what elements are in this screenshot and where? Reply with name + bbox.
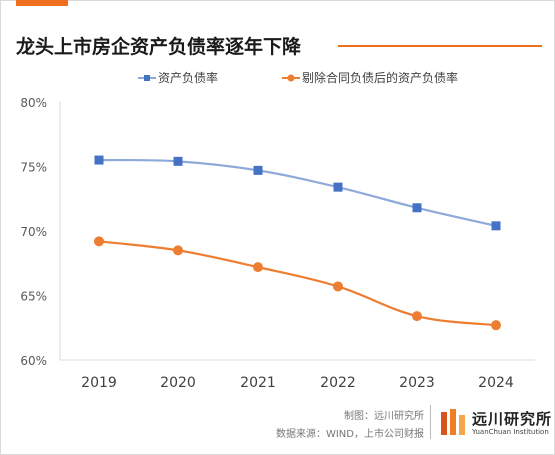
data-point (491, 320, 501, 331)
data-point (333, 281, 343, 292)
y-tick-label: 60% (20, 354, 47, 368)
y-tick-label: 70% (20, 225, 47, 239)
source-note: 数据来源：WIND，上市公司财报 (275, 429, 424, 440)
legend: 资产负债率 剔除合同负债后的资产负债率 (138, 70, 458, 85)
x-tick-label: 2024 (478, 375, 514, 391)
legend-marker (287, 74, 295, 82)
data-point (333, 182, 343, 192)
legend-marker (144, 75, 150, 81)
data-point (253, 262, 263, 273)
x-axis: 2019 2020 2021 2022 2023 2024 (60, 359, 535, 391)
data-point (173, 245, 183, 256)
x-tick-label: 2020 (160, 375, 196, 391)
x-tick-label: 2019 (81, 375, 117, 391)
y-axis: 60% 65% 70% 75% 80% (20, 96, 61, 368)
data-point (412, 311, 422, 322)
brand-logo-icon (441, 409, 467, 435)
data-point (491, 221, 501, 231)
legend-label: 剔除合同负债后的资产负债率 (302, 70, 458, 85)
data-point (94, 155, 104, 165)
line-chart: 60% 65% 70% 75% 80% 2019 2020 2021 2022 2023 2024… (20, 70, 535, 391)
series-line-2 (98, 240, 497, 327)
data-point (253, 165, 263, 175)
title-rule (338, 45, 542, 47)
y-tick-label: 65% (20, 290, 47, 304)
x-tick-label: 2021 (240, 375, 276, 391)
footer-divider (430, 405, 431, 439)
y-tick-label: 75% (20, 161, 47, 175)
chart-title: 龙头上市房企资产负债率逐年下降 (16, 36, 302, 58)
x-tick-label: 2022 (320, 375, 356, 391)
brand-name-en: YuanChuan Institution (472, 428, 549, 436)
legend-label: 资产负债率 (158, 70, 218, 85)
accent-bar (16, 0, 68, 6)
series-line-1 (98, 158, 497, 227)
x-tick-label: 2023 (399, 375, 435, 391)
series-layer (94, 155, 501, 331)
data-point (94, 236, 104, 247)
made-by-note: 制图：远川研究所 (344, 411, 424, 422)
data-point (412, 203, 422, 213)
brand-name: 远川研究所 (472, 410, 553, 428)
y-tick-label: 80% (20, 96, 47, 110)
data-point (173, 156, 183, 166)
